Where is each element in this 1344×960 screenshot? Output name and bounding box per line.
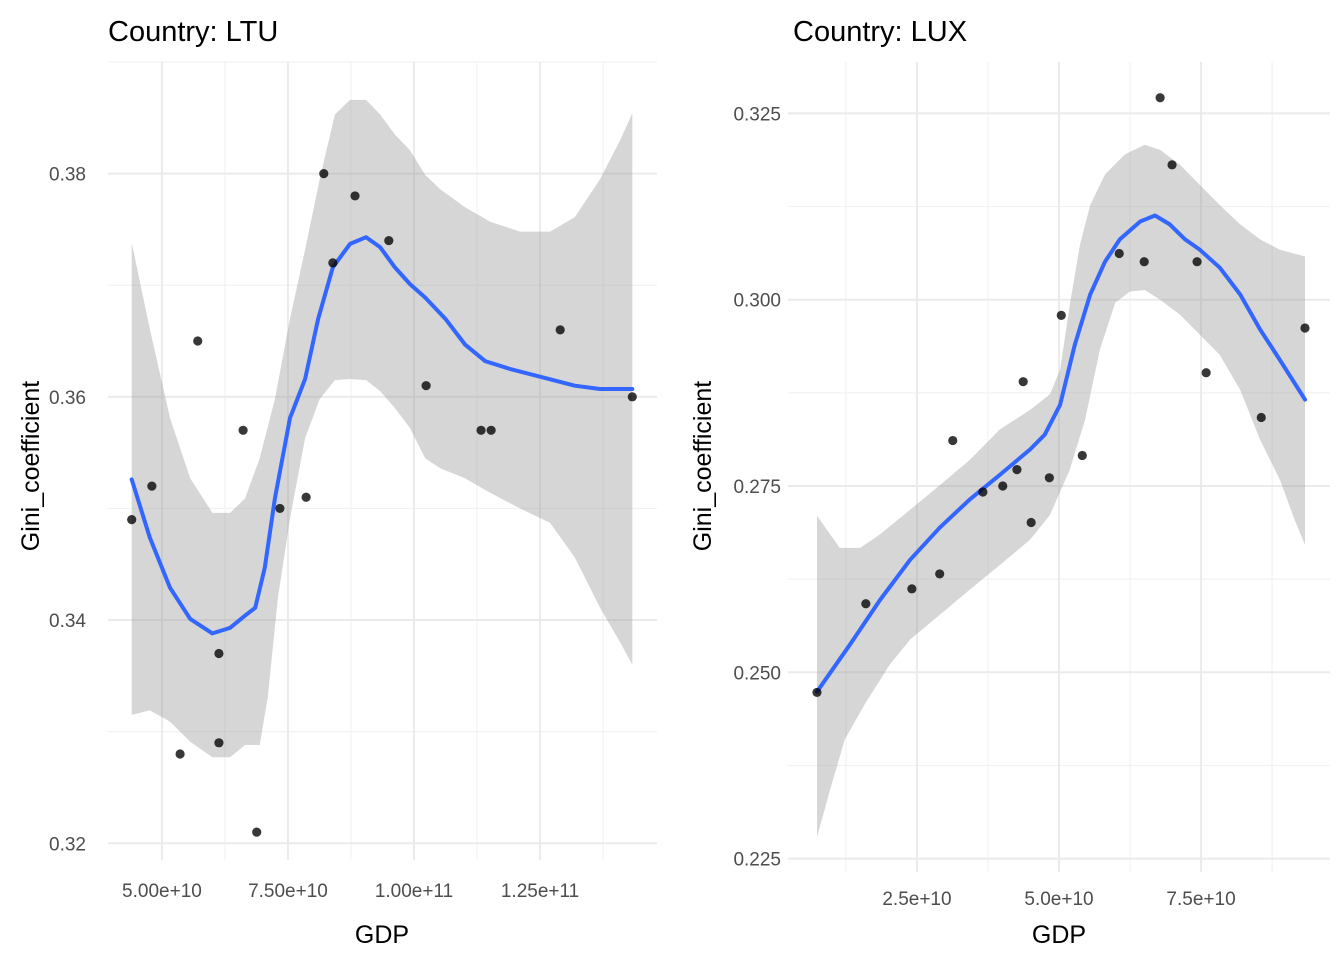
points-ltu: [127, 169, 637, 837]
y-tick-label: 0.32: [49, 834, 86, 855]
points-lux: [812, 93, 1310, 698]
data-point: [1026, 517, 1036, 528]
data-point: [1077, 450, 1087, 461]
data-point: [948, 435, 958, 446]
data-point: [935, 569, 945, 579]
data-point: [1139, 257, 1149, 267]
x-tick-label: 2.5e+10: [882, 889, 951, 910]
data-point: [252, 827, 262, 837]
data-point: [555, 325, 565, 335]
x-tick-label: 7.5e+10: [1166, 889, 1235, 910]
data-point: [384, 235, 394, 246]
confidence-ribbon-ltu: [131, 99, 633, 758]
data-point: [1114, 248, 1124, 259]
y-axis-title-lux: Gini_coefficient: [689, 381, 717, 552]
y-tick-label: 0.250: [733, 663, 781, 684]
data-point: [1012, 465, 1022, 475]
data-point: [861, 599, 871, 609]
data-point: [421, 381, 431, 391]
data-point: [1155, 93, 1165, 103]
x-tick-label: 1.25e+11: [501, 881, 579, 902]
data-point: [1044, 473, 1054, 483]
x-tick-labels-lux: 2.5e+10 5.0e+10 7.5e+10: [882, 889, 1235, 910]
panel-title-ltu: Country: LTU: [108, 16, 278, 48]
x-axis-title-ltu: GDP: [355, 921, 409, 949]
data-point: [301, 492, 311, 502]
data-point: [275, 503, 285, 514]
smooth-line-ltu: [129, 235, 635, 636]
data-point: [214, 648, 224, 659]
data-point: [978, 487, 988, 497]
panel-title-lux: Country: LUX: [793, 16, 967, 48]
data-point: [193, 336, 203, 346]
data-point: [998, 481, 1008, 491]
y-tick-label: 0.325: [733, 104, 781, 125]
y-axis-title-ltu: Gini_coefficient: [17, 381, 45, 552]
confidence-band-lux: [817, 144, 1305, 837]
loess-line-ltu: [129, 235, 635, 636]
data-point: [486, 425, 496, 435]
confidence-band-ltu: [131, 99, 633, 758]
y-tick-labels-lux: 0.225 0.250 0.275 0.300 0.325: [733, 104, 781, 870]
data-point: [1056, 310, 1066, 320]
x-tick-label: 1.00e+11: [375, 881, 453, 902]
data-point: [328, 258, 338, 268]
data-point: [147, 481, 157, 491]
x-tick-label: 5.00e+10: [122, 881, 202, 902]
data-point: [1256, 412, 1266, 423]
data-point: [238, 425, 248, 435]
y-tick-label: 0.36: [49, 388, 86, 409]
y-tick-label: 0.34: [49, 611, 86, 632]
y-tick-labels-ltu: 0.32 0.34 0.36 0.38: [49, 165, 86, 856]
data-point: [127, 514, 137, 525]
x-axis-title-lux: GDP: [1032, 921, 1086, 949]
data-point: [1018, 377, 1028, 387]
x-tick-labels-ltu: 5.00e+10 7.50e+10 1.00e+11 1.25e+11: [122, 881, 579, 902]
x-tick-label: 7.50e+10: [248, 881, 328, 902]
data-point: [1300, 323, 1310, 333]
data-point: [319, 169, 329, 179]
data-point: [175, 749, 185, 759]
x-tick-label: 5.0e+10: [1024, 889, 1093, 910]
data-point: [812, 687, 822, 698]
data-point: [1167, 160, 1177, 170]
loess-line-lux: [815, 213, 1307, 694]
y-tick-label: 0.225: [733, 850, 781, 871]
y-tick-label: 0.275: [733, 477, 781, 498]
data-point: [350, 191, 360, 201]
data-point: [476, 425, 486, 435]
data-point: [907, 584, 917, 594]
data-point: [627, 392, 637, 402]
data-point: [214, 738, 224, 748]
smooth-line-lux: [815, 213, 1307, 694]
gridlines-lux: [788, 62, 1330, 872]
y-tick-label: 0.38: [49, 165, 86, 186]
y-tick-label: 0.300: [733, 291, 781, 312]
confidence-ribbon-lux: [817, 144, 1305, 837]
data-point: [1192, 257, 1202, 267]
panel-lux: 2.5e+10 5.0e+10 7.5e+10 0.225 0.250 0.275 0.3…: [689, 16, 1330, 949]
data-point: [1201, 368, 1211, 378]
panel-ltu: 5.00e+10 7.50e+10 1.00e+11 1.25e+11 0.320.3…: [17, 16, 657, 949]
